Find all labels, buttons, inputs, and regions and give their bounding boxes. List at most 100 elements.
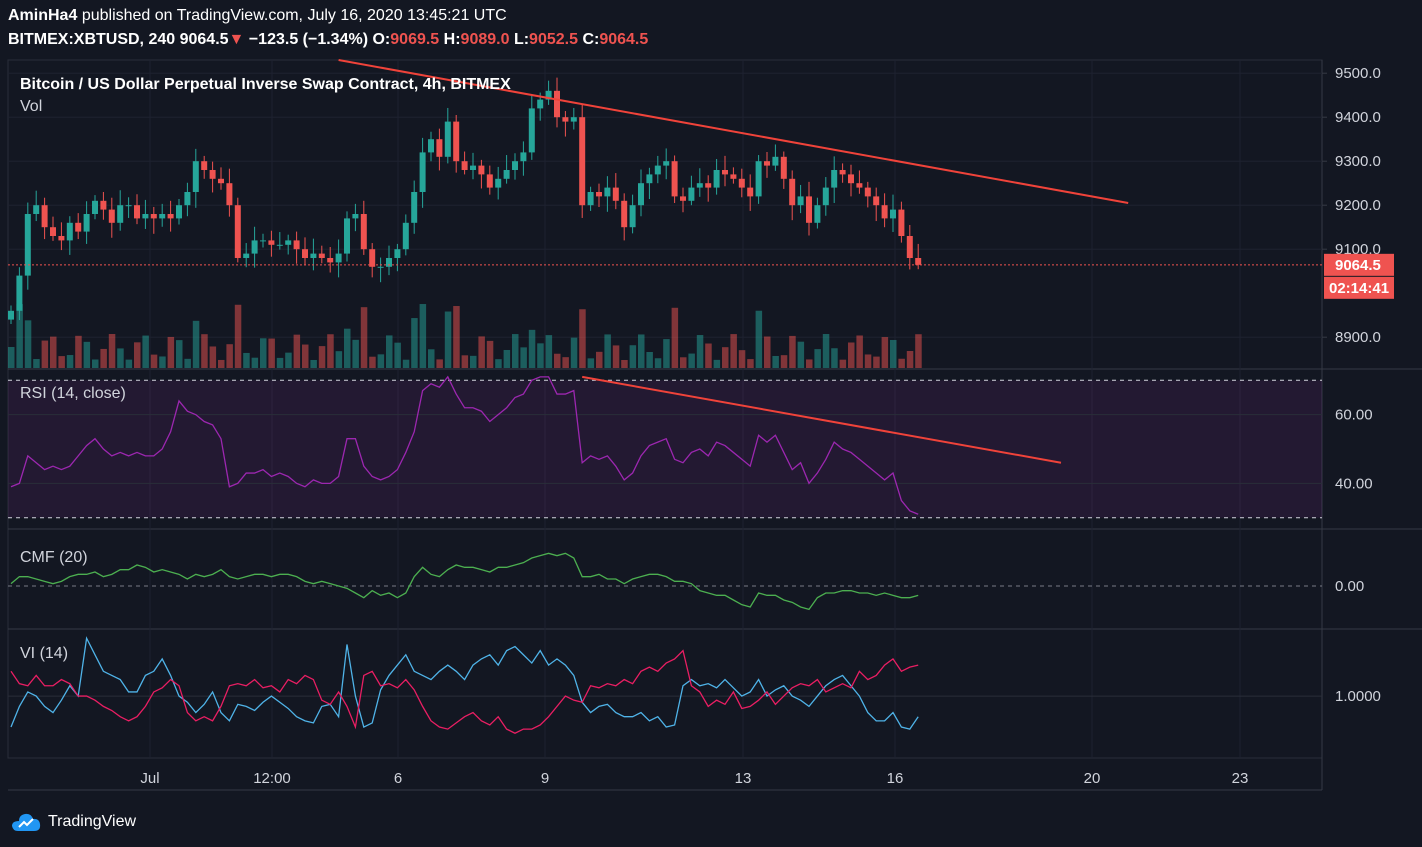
- candle-body: [176, 205, 182, 219]
- volume-bar: [839, 359, 847, 368]
- candle-body: [192, 161, 199, 192]
- volume-bar: [612, 345, 620, 368]
- volume-bar: [33, 359, 40, 368]
- candle-body: [318, 253, 325, 258]
- candle-body: [92, 200, 98, 214]
- candle-body: [537, 99, 544, 109]
- volume-bar: [512, 334, 519, 368]
- volume-bar: [747, 359, 754, 368]
- volume-bar: [411, 318, 418, 368]
- candle-body: [680, 196, 686, 201]
- volume-bar: [478, 336, 485, 368]
- volume-bar: [579, 309, 586, 368]
- candle-body: [75, 222, 82, 232]
- candle-body: [654, 165, 661, 175]
- candle-body: [772, 156, 779, 166]
- price-trendline: [338, 59, 1129, 204]
- volume-bar: [864, 354, 872, 368]
- candle-body: [890, 209, 896, 219]
- rsi-label: RSI (14, close): [20, 385, 126, 402]
- rsi-band: [8, 380, 1322, 518]
- candle-body: [545, 90, 552, 100]
- close-value: 9064.5: [599, 31, 649, 48]
- volume-bar: [335, 351, 343, 368]
- volume-bar: [806, 359, 813, 368]
- candle-body: [50, 227, 56, 236]
- chart-title: Bitcoin / US Dollar Perpetual Inverse Sw…: [20, 76, 511, 93]
- candle-body: [764, 161, 770, 166]
- rsi-tick-label: 40.00: [1335, 475, 1373, 492]
- candle-body: [344, 218, 350, 254]
- volume-bar: [92, 359, 99, 368]
- volume-bar: [360, 307, 368, 368]
- candle-body: [797, 196, 804, 206]
- candle-body: [671, 161, 678, 197]
- volume-bar: [41, 340, 49, 368]
- rsi-line: [10, 375, 919, 515]
- volume-bar: [898, 358, 905, 368]
- volume-bar: [856, 335, 863, 368]
- candle-body: [520, 152, 527, 162]
- candle-body: [411, 192, 418, 223]
- tradingview-logo[interactable]: TradingView: [10, 811, 136, 833]
- candle-body: [335, 253, 342, 263]
- candle-body: [730, 174, 737, 179]
- candle-body: [722, 170, 728, 175]
- candle-body: [201, 161, 208, 170]
- volume-bar: [503, 349, 511, 368]
- time-tick-label: 23: [1232, 770, 1249, 787]
- low-value: 9052.5: [529, 31, 578, 48]
- volume-bar: [251, 357, 259, 368]
- candle-body: [24, 214, 31, 276]
- volume-bar: [167, 336, 175, 368]
- volume-bar: [915, 334, 922, 368]
- vi-label: VI (14): [20, 645, 68, 662]
- candle-body: [360, 214, 367, 250]
- candle-body: [705, 183, 712, 188]
- volume-bar: [705, 343, 712, 368]
- volume-bar: [671, 307, 679, 368]
- volume-bar: [201, 334, 208, 368]
- cloud-logo-icon: [12, 813, 41, 831]
- change-down-icon: ▼: [228, 31, 245, 48]
- candle-body: [386, 258, 392, 267]
- candle-body: [470, 165, 476, 170]
- candle-body: [436, 139, 443, 157]
- volume-bar: [906, 350, 914, 368]
- volume-bar: [302, 344, 309, 368]
- candle-body: [864, 187, 871, 197]
- candle-body: [604, 187, 611, 197]
- candle-body: [898, 209, 905, 236]
- candle-body: [839, 170, 846, 175]
- volume-bar: [444, 311, 452, 368]
- candle-body: [780, 156, 787, 179]
- volume-bar: [570, 337, 578, 368]
- volume-bar: [117, 348, 124, 368]
- candle-body: [108, 209, 115, 223]
- candle-body: [428, 139, 434, 153]
- candle-body: [150, 214, 157, 219]
- volume-bar: [780, 355, 788, 368]
- author-name[interactable]: AminHa4: [8, 7, 78, 24]
- cmf-tick-label: 0.00: [1335, 578, 1364, 595]
- candle-body: [881, 205, 888, 219]
- candle-body: [352, 214, 359, 219]
- volume-bar: [192, 320, 200, 368]
- candle-body: [848, 174, 854, 184]
- rsi-trendline: [582, 375, 1062, 464]
- candle-body: [184, 192, 191, 206]
- candle-body: [486, 174, 493, 188]
- volume-bar: [587, 358, 595, 368]
- volume-bar: [730, 334, 737, 368]
- candle-body: [629, 205, 636, 228]
- volume-bar: [394, 342, 401, 368]
- candle-body: [159, 214, 166, 219]
- time-tick-label: 13: [735, 770, 752, 787]
- candle-body: [234, 205, 241, 258]
- volume-bar: [285, 352, 292, 368]
- volume-bar: [755, 310, 763, 368]
- volume-bar: [495, 359, 502, 368]
- volume-bar: [604, 334, 611, 368]
- volume-bar: [772, 355, 779, 368]
